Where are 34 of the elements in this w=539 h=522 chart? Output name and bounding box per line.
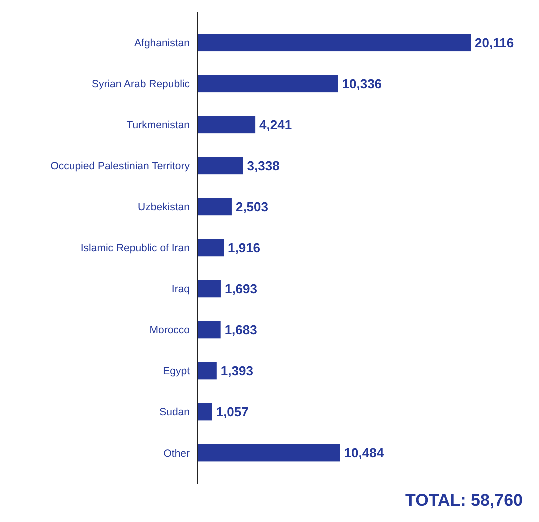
data-label: 10,484 (344, 446, 385, 461)
data-label: 2,503 (236, 200, 269, 215)
data-label: 1,393 (220, 364, 254, 379)
bar (198, 198, 232, 216)
y-tick-label: Occupied Palestinian Territory (50, 160, 191, 173)
y-tick-label: Islamic Republic of Iran (80, 242, 190, 255)
data-label: 1,057 (216, 404, 249, 420)
bar (198, 403, 212, 421)
y-tick-label: Afghanistan (134, 38, 190, 50)
y-tick-label: Uzbekistan (138, 202, 190, 214)
data-label: 3,338 (247, 158, 280, 174)
bar (198, 75, 338, 93)
data-label: 1,683 (224, 322, 258, 338)
y-tick-label: Syrian Arab Republic (92, 78, 190, 91)
bar (198, 34, 471, 52)
bar (198, 280, 221, 298)
data-label: 1,693 (224, 282, 258, 297)
bar (198, 157, 244, 175)
bar (198, 444, 340, 462)
y-tick-label: Other (164, 448, 190, 460)
text: TOTAL: 58,760 (406, 491, 523, 510)
y-tick-label: Turkmenistan (126, 120, 190, 132)
y-tick-label: Egypt (163, 366, 190, 378)
bar (198, 321, 221, 339)
y-tick-label: Sudan (160, 406, 190, 419)
bar (198, 239, 224, 257)
y-tick-label: Iraq (172, 284, 190, 296)
bar (198, 362, 217, 380)
bar (198, 116, 256, 134)
y-tick-label: Morocco (150, 324, 190, 337)
data-label: 20,116 (475, 35, 514, 50)
data-label: 10,336 (342, 76, 382, 92)
data-label: 4,241 (260, 118, 292, 132)
data-label: 1,916 (228, 240, 261, 256)
